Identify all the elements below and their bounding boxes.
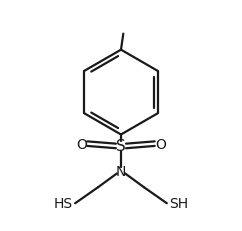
Text: HS: HS [54, 196, 73, 210]
Text: O: O [76, 137, 87, 151]
Text: SH: SH [169, 196, 188, 210]
Text: O: O [155, 137, 166, 151]
Text: S: S [116, 139, 126, 154]
Text: N: N [116, 164, 126, 178]
